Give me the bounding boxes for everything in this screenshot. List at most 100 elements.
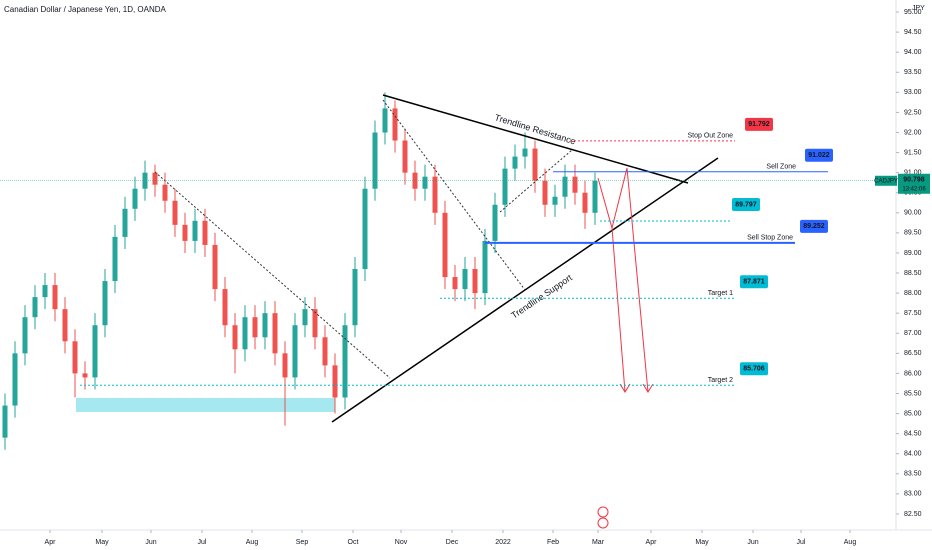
candle-body bbox=[92, 325, 98, 378]
y-tick-label: 88.50 bbox=[904, 270, 922, 277]
candle-body bbox=[282, 353, 288, 378]
candle-body bbox=[562, 176, 568, 197]
candle-body bbox=[502, 168, 508, 205]
y-tick-label: 86.50 bbox=[904, 350, 922, 357]
candle-body bbox=[52, 285, 58, 310]
y-tick-label: 83.50 bbox=[904, 471, 922, 478]
candle-body bbox=[492, 204, 498, 241]
y-tick-label: 94.00 bbox=[904, 49, 922, 56]
x-tick-label: Jul bbox=[198, 539, 207, 546]
y-tick-label: 82.50 bbox=[904, 511, 922, 518]
candle-body bbox=[522, 148, 528, 157]
x-tick-label: Aug bbox=[844, 539, 857, 546]
candle-body bbox=[72, 341, 78, 374]
candle-body bbox=[132, 188, 138, 209]
candle-body bbox=[592, 180, 598, 213]
x-tick-label: Apr bbox=[646, 539, 658, 546]
candle-body bbox=[442, 212, 448, 278]
candle-body bbox=[482, 240, 488, 294]
level-value: 85.706 bbox=[743, 366, 765, 373]
currency: JPY bbox=[912, 5, 925, 12]
candle-body bbox=[402, 140, 408, 173]
x-tick-label: Apr bbox=[45, 539, 57, 546]
icon bbox=[597, 517, 609, 529]
candle-body bbox=[232, 325, 238, 350]
level-value: 89.797 bbox=[735, 201, 757, 208]
candle-body bbox=[82, 373, 88, 378]
price-badge bbox=[898, 173, 930, 194]
support-zone bbox=[76, 398, 335, 412]
candle-body bbox=[222, 289, 228, 326]
candle-body bbox=[2, 405, 8, 438]
y-tick-label: 88.00 bbox=[904, 290, 922, 297]
candle-body bbox=[552, 196, 558, 205]
y-tick-label: 91.50 bbox=[904, 149, 922, 156]
candle-body bbox=[112, 236, 118, 282]
level-value: 87.871 bbox=[743, 279, 765, 286]
candle-body bbox=[252, 317, 258, 338]
x-tick-label: May bbox=[95, 539, 109, 546]
candle-body bbox=[182, 224, 188, 241]
x-tick-label: Nov bbox=[395, 539, 408, 546]
level-badge bbox=[745, 117, 773, 131]
x-tick-label: Jul bbox=[797, 539, 806, 546]
y-tick-label: 86.00 bbox=[904, 370, 922, 377]
symbol: CADJPY bbox=[874, 178, 898, 184]
symbol-badge bbox=[875, 175, 897, 186]
dotted-trend bbox=[382, 99, 526, 291]
chart-title: Canadian Dollar / Japanese Yen, 1D, OAND… bbox=[4, 5, 167, 14]
x-tick-label: Dec bbox=[446, 539, 459, 546]
y-tick-label: 85.50 bbox=[904, 390, 922, 397]
drawings bbox=[154, 94, 719, 529]
x-tick-label: Sep bbox=[296, 539, 309, 546]
candle-body bbox=[202, 220, 208, 245]
candle-body bbox=[572, 176, 578, 193]
x-tick-label: 2022 bbox=[495, 539, 511, 546]
level-value: 91.792 bbox=[748, 121, 770, 128]
x-tick-label: Jun bbox=[747, 539, 758, 546]
candle-body bbox=[322, 337, 328, 366]
candle-body bbox=[152, 172, 158, 185]
candle-body bbox=[352, 269, 358, 326]
icon bbox=[597, 506, 609, 518]
x-tick-label: Aug bbox=[246, 539, 259, 546]
candle-body bbox=[162, 184, 168, 201]
level-label: Sell Zone bbox=[766, 164, 796, 171]
x-tick-label: Jun bbox=[145, 539, 156, 546]
candle-body bbox=[12, 353, 18, 406]
candle-body bbox=[342, 325, 348, 398]
level-label: Stop Out Zone bbox=[687, 133, 733, 140]
y-tick-label: 93.50 bbox=[904, 69, 922, 76]
candle-body bbox=[212, 244, 218, 290]
y-tick-label: 95.00 bbox=[904, 9, 922, 16]
candle-body bbox=[532, 148, 538, 181]
level-badge bbox=[740, 362, 768, 376]
arrow-head bbox=[642, 383, 654, 393]
level-label: Target 1 bbox=[708, 290, 733, 297]
candle-body bbox=[242, 317, 248, 350]
level-badge bbox=[805, 148, 833, 162]
level-badge bbox=[732, 197, 760, 211]
last-price: 90.798 bbox=[903, 177, 925, 184]
x-tick-label: Oct bbox=[348, 539, 359, 546]
candle-body bbox=[122, 208, 128, 237]
y-tick-label: 84.00 bbox=[904, 451, 922, 458]
level-label: Sell Stop Zone bbox=[747, 235, 793, 242]
projection-path bbox=[597, 167, 649, 393]
candle-body bbox=[362, 188, 368, 270]
countdown: 13:42:06 bbox=[902, 186, 926, 192]
x-tick-label: Feb bbox=[547, 539, 559, 546]
candle-body bbox=[382, 108, 388, 133]
y-tick-label: 93.00 bbox=[904, 89, 922, 96]
y-tick-label: 90.00 bbox=[904, 210, 922, 217]
candle-body bbox=[62, 309, 68, 342]
y-tick-label: 92.50 bbox=[904, 109, 922, 116]
level-value: 91.022 bbox=[808, 152, 830, 159]
y-tick-label: 89.50 bbox=[904, 230, 922, 237]
candle-body bbox=[262, 313, 268, 338]
y-tick-label: 87.50 bbox=[904, 310, 922, 317]
candle-body bbox=[582, 192, 588, 213]
candle-body bbox=[42, 285, 48, 298]
arrow-head bbox=[619, 383, 631, 393]
